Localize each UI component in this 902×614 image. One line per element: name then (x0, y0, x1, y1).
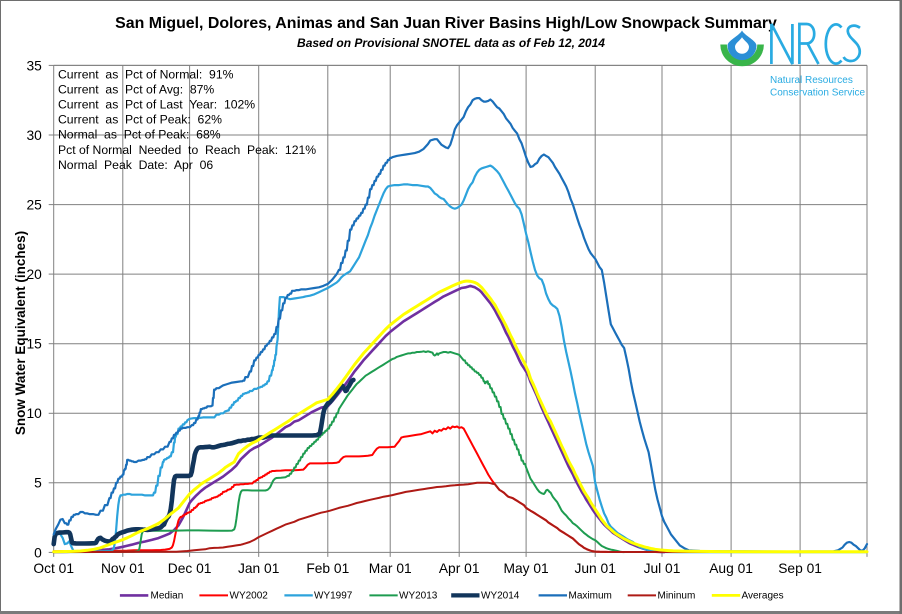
svg-text:Current as Pct of Avg: 87%: Current as Pct of Avg: 87% (58, 83, 214, 97)
svg-text:WY1997: WY1997 (314, 590, 353, 601)
svg-text:Current as Pct of Last Year: Current as Pct of Last Year: 102% (58, 98, 255, 112)
svg-text:Jun 01: Jun 01 (574, 561, 615, 576)
svg-text:Jan 01: Jan 01 (238, 561, 279, 576)
svg-text:Mininum: Mininum (658, 590, 696, 601)
svg-text:20: 20 (26, 267, 42, 282)
svg-text:San Miguel, Dolores, Animas an: San Miguel, Dolores, Animas and San Juan… (115, 15, 777, 32)
svg-text:Snow Water Equivalent (inches): Snow Water Equivalent (inches) (13, 231, 28, 435)
svg-text:May 01: May 01 (503, 561, 548, 576)
svg-text:Normal as Pct of Peak: 68%: Normal as Pct of Peak: 68% (58, 128, 221, 142)
svg-text:Apr 01: Apr 01 (439, 561, 480, 576)
svg-text:Normal Peak Date: Apr 06: Normal Peak Date: Apr 06 (58, 158, 213, 172)
svg-text:Natural Resources: Natural Resources (770, 75, 853, 86)
svg-text:Current as Pct of Peak: 62%: Current as Pct of Peak: 62% (58, 113, 222, 127)
svg-text:Jul 01: Jul 01 (644, 561, 681, 576)
svg-text:15: 15 (26, 337, 42, 352)
svg-text:Feb 01: Feb 01 (306, 561, 349, 576)
svg-text:35: 35 (26, 58, 42, 73)
svg-text:Median: Median (151, 590, 184, 601)
svg-text:Based on Provisional SNOTEL da: Based on Provisional SNOTEL data as of F… (297, 36, 605, 50)
svg-text:30: 30 (26, 128, 42, 143)
svg-text:Aug 01: Aug 01 (709, 561, 753, 576)
svg-text:WY2014: WY2014 (481, 590, 520, 601)
svg-text:Nov 01: Nov 01 (101, 561, 145, 576)
svg-text:WY2013: WY2013 (399, 590, 438, 601)
svg-text:Conservation Service: Conservation Service (770, 88, 865, 99)
svg-text:25: 25 (26, 198, 42, 213)
svg-text:Maximum: Maximum (569, 590, 612, 601)
svg-text:Oct 01: Oct 01 (33, 561, 74, 576)
svg-text:5: 5 (34, 476, 42, 491)
svg-text:Mar 01: Mar 01 (369, 561, 412, 576)
svg-text:Sep 01: Sep 01 (778, 561, 822, 576)
svg-text:Dec 01: Dec 01 (168, 561, 212, 576)
svg-text:Averages: Averages (742, 590, 784, 601)
svg-text:WY2002: WY2002 (230, 590, 269, 601)
svg-text:10: 10 (26, 406, 42, 421)
svg-text:0: 0 (34, 545, 42, 560)
svg-text:Pct of Normal Needed to Rea: Pct of Normal Needed to Reach Peak: 121% (58, 143, 316, 157)
svg-text:Current as Pct of Normal: 9: Current as Pct of Normal: 91% (58, 68, 234, 82)
